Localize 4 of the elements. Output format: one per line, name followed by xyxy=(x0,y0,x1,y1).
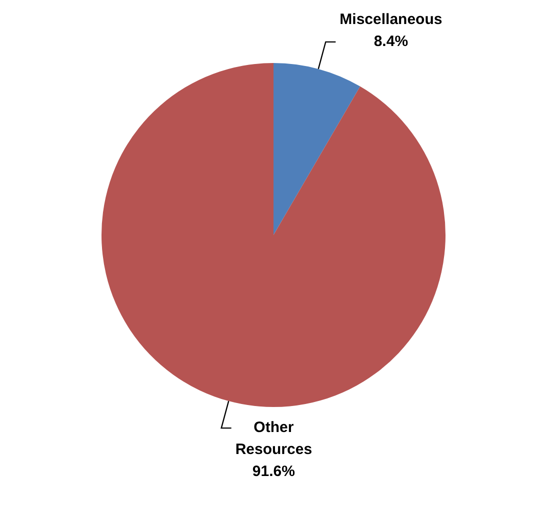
data-label: 8.4% xyxy=(374,33,408,50)
data-label: 91.6% xyxy=(252,463,295,480)
slice-label: Other Resources xyxy=(235,419,312,458)
slice-label: Miscellaneous xyxy=(340,11,442,28)
